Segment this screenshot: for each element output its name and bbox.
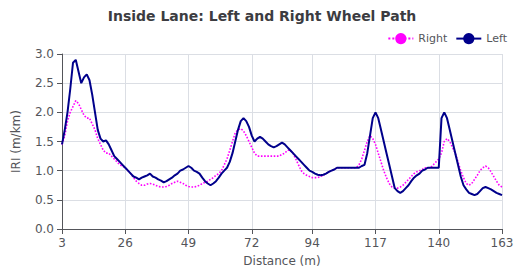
svg-text:Distance (m): Distance (m) <box>243 254 320 268</box>
svg-text:Left: Left <box>486 32 507 45</box>
svg-text:72: 72 <box>244 236 259 250</box>
svg-text:1.5: 1.5 <box>35 135 54 149</box>
svg-text:117: 117 <box>364 236 387 250</box>
svg-text:Inside Lane: Left and Right Wh: Inside Lane: Left and Right Wheel Path <box>108 8 417 24</box>
svg-text:2.5: 2.5 <box>35 76 54 90</box>
svg-text:94: 94 <box>305 236 320 250</box>
svg-text:1.0: 1.0 <box>35 164 54 178</box>
svg-text:3: 3 <box>58 236 66 250</box>
svg-text:2.0: 2.0 <box>35 105 54 119</box>
svg-text:140: 140 <box>427 236 450 250</box>
svg-text:Right: Right <box>418 32 448 45</box>
svg-text:0.5: 0.5 <box>35 193 54 207</box>
svg-text:163: 163 <box>491 236 514 250</box>
svg-text:3.0: 3.0 <box>35 47 54 61</box>
svg-text:26: 26 <box>118 236 133 250</box>
svg-text:0.0: 0.0 <box>35 222 54 236</box>
svg-text:49: 49 <box>181 236 196 250</box>
svg-text:IRI (m/km): IRI (m/km) <box>9 110 23 173</box>
